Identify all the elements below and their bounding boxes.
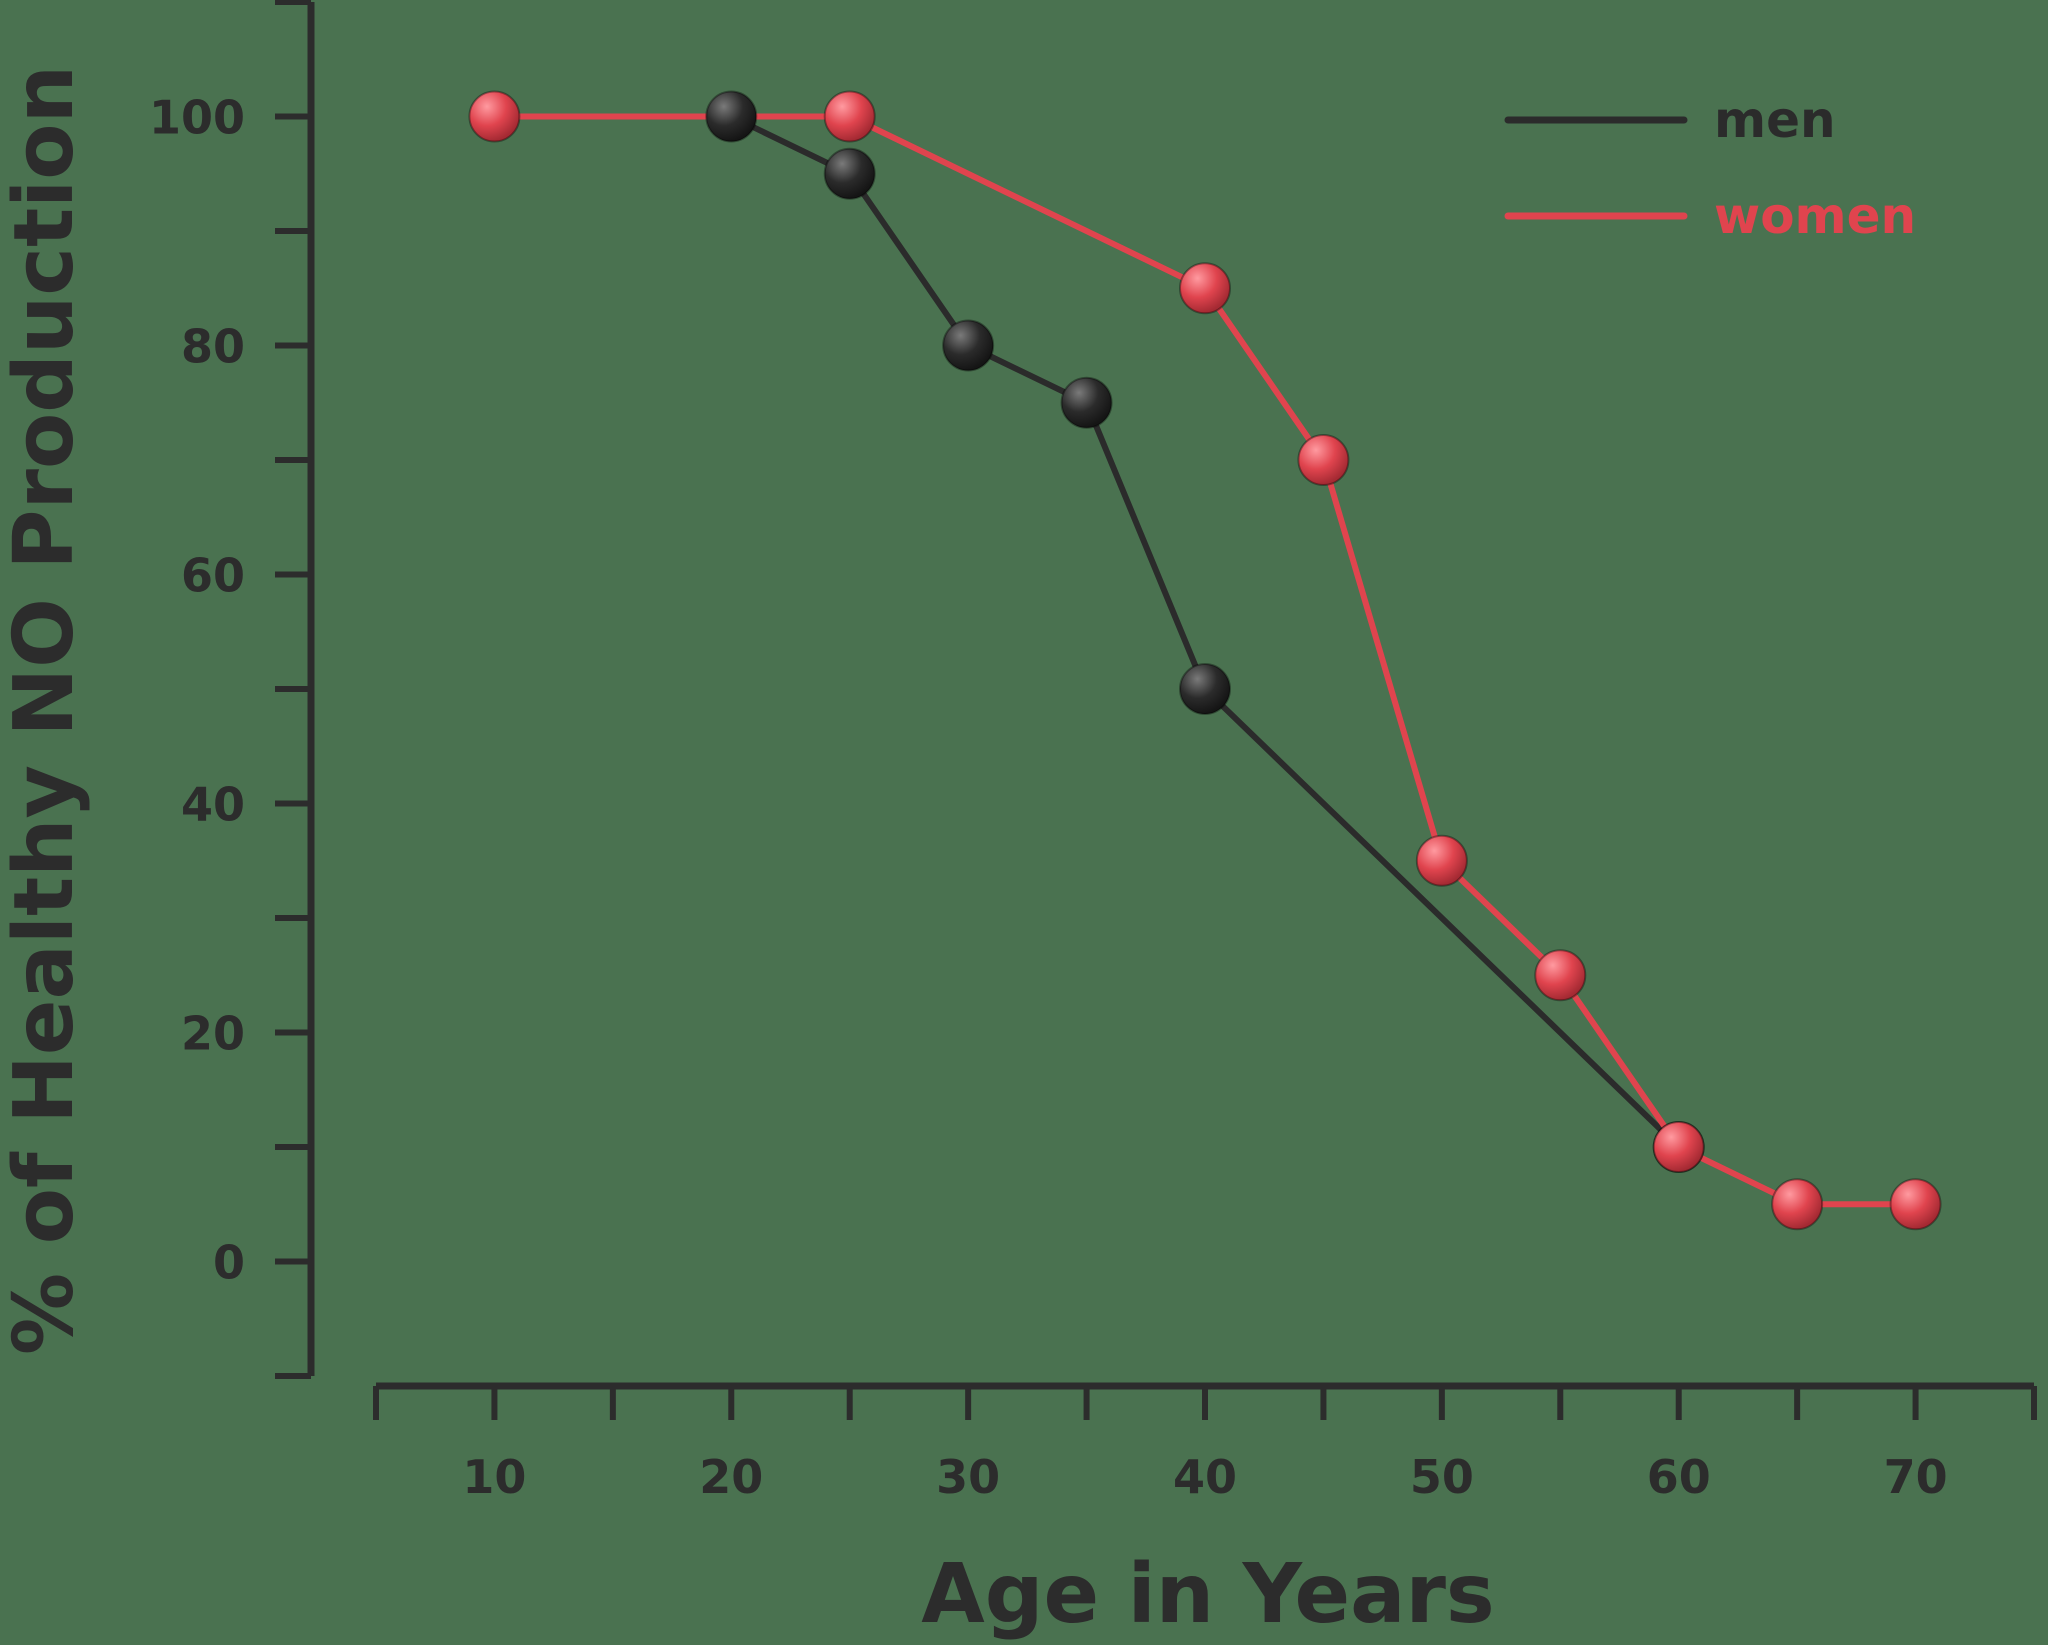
data-point-men (942, 319, 995, 372)
x-tick-label: 20 (699, 1450, 763, 1504)
data-point-women (1415, 834, 1468, 887)
x-tick-label: 50 (1410, 1450, 1474, 1504)
data-point-women (1179, 262, 1231, 315)
x-tick-label: 60 (1647, 1450, 1711, 1504)
data-point-women (468, 90, 521, 143)
legend-label-men: men (1714, 91, 1836, 149)
data-point-women (1771, 1178, 1824, 1231)
y-tick-label: 80 (181, 320, 245, 374)
data-point-men (1179, 663, 1231, 715)
y-tick-label: 40 (181, 778, 245, 832)
data-point-men (823, 147, 876, 200)
data-point-women (1297, 434, 1350, 486)
data-point-men (705, 90, 758, 143)
y-tick-label: 60 (181, 549, 245, 603)
data-point-women (823, 90, 876, 143)
data-point-men (1060, 376, 1113, 429)
legend-label-women: women (1714, 187, 1916, 245)
x-tick-label: 30 (936, 1450, 1000, 1504)
legend: men women (1504, 91, 1916, 245)
x-tick-label: 70 (1884, 1450, 1948, 1504)
y-axis-title: % of Healthy NO Production (0, 65, 92, 1355)
x-axis-title: Age in Years (921, 1547, 1494, 1642)
axes-group: 0 20 40 60 80 100 10 20 30 40 50 60 70 (149, 0, 2037, 1504)
data-point-women (1652, 1121, 1705, 1173)
data-point-women (1889, 1178, 1942, 1231)
series-group (468, 90, 1942, 1231)
y-tick-label: 100 (149, 91, 245, 145)
x-tick-label: 10 (462, 1450, 526, 1504)
x-tick-label: 40 (1173, 1450, 1237, 1504)
y-tick-label: 0 (213, 1236, 245, 1290)
y-tick-label: 20 (181, 1007, 245, 1061)
data-point-women (1534, 949, 1587, 1002)
